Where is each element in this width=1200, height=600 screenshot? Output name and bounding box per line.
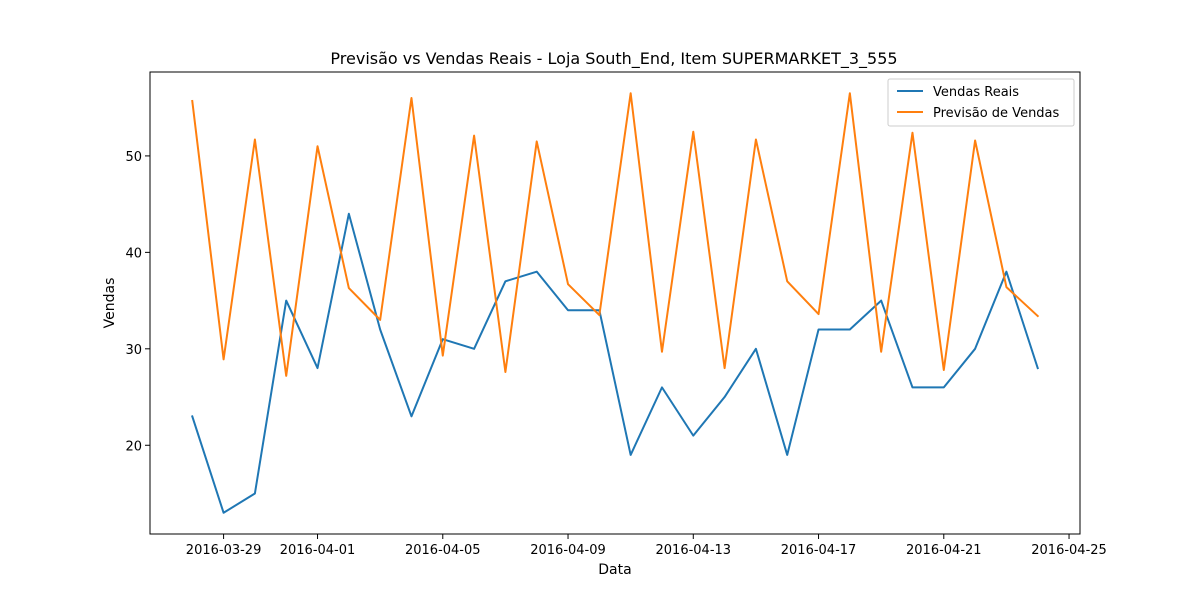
series-line-previsao-de-vendas: [191, 92, 1040, 377]
x-axis-label: Data: [598, 562, 631, 578]
chart-title: Previsão vs Vendas Reais - Loja South_En…: [330, 49, 897, 69]
x-tick-label: 2016-04-17: [781, 543, 857, 558]
x-tick-label: 2016-03-29: [186, 543, 262, 558]
y-tick-label: 30: [125, 343, 142, 358]
y-axis: 20 30 40 50: [125, 150, 150, 454]
x-tick-label: 2016-04-13: [656, 543, 732, 558]
x-tick-label: 2016-04-01: [280, 543, 356, 558]
legend-label-vendas-reais: Vendas Reais: [933, 85, 1019, 100]
x-tick-label: 2016-04-05: [405, 543, 481, 558]
series-line-vendas-reais: [191, 212, 1039, 514]
x-tick-label: 2016-04-25: [1031, 543, 1107, 558]
x-tick-label: 2016-04-21: [906, 543, 982, 558]
y-axis-label: Vendas: [102, 278, 118, 329]
legend: Vendas Reais Previsão de Vendas: [887, 78, 1075, 127]
legend-box: [887, 78, 1075, 127]
plot-frame: [149, 71, 1081, 535]
y-tick-label: 50: [125, 150, 142, 165]
x-axis: 2016-03-29 2016-04-01 2016-04-05 2016-04-09…: [186, 534, 1107, 558]
y-tick-label: 20: [125, 439, 142, 454]
y-tick-label: 40: [125, 246, 142, 261]
plot-area: [191, 92, 1040, 514]
legend-label-previsao-de-vendas: Previsão de Vendas: [933, 106, 1060, 121]
x-tick-label: 2016-04-09: [530, 543, 606, 558]
